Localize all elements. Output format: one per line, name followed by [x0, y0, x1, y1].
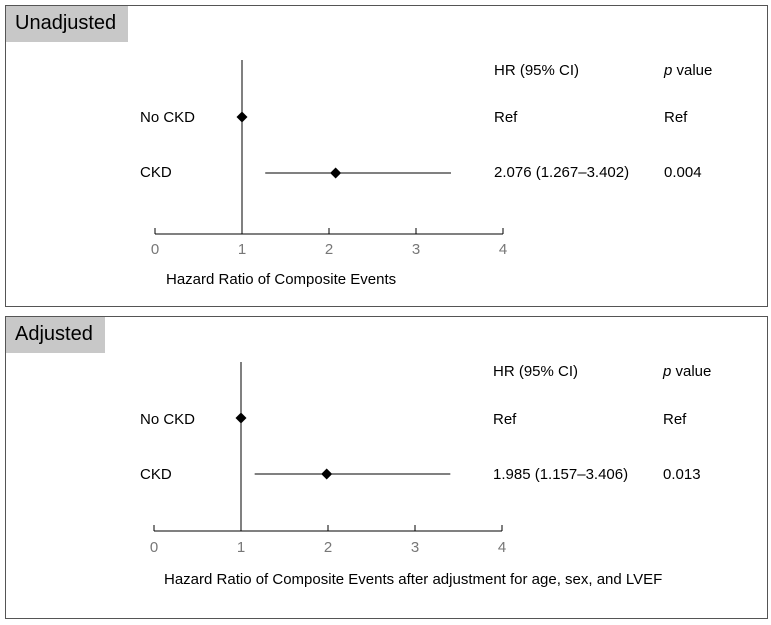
- adjusted-panel: 0 1 2 3 4 No CKD CKD HR (95% CI) p value Ref…: [5, 316, 768, 619]
- p-value-header-rest: value: [672, 62, 712, 79]
- x-tick-label: 4: [499, 241, 507, 258]
- p-text-ckd: 0.013: [663, 466, 701, 483]
- x-axis-label: Hazard Ratio of Composite Events after a…: [164, 571, 662, 588]
- p-text-no-ckd: Ref: [663, 411, 687, 428]
- adjusted-forest-plot: 0 1 2 3 4 No CKD CKD HR (95% CI) p value Ref…: [140, 362, 711, 588]
- hr-point-marker: [235, 412, 247, 424]
- hr-text-no-ckd: Ref: [494, 109, 518, 126]
- unadjusted-panel: 0 1 2 3 4 No CKD CKD HR (95% CI) p value Ref…: [5, 5, 768, 307]
- p-text-ckd: 0.004: [664, 164, 702, 181]
- p-value-header-italic: p: [663, 62, 672, 79]
- hr-text-no-ckd: Ref: [493, 411, 517, 428]
- hr-header: HR (95% CI): [494, 62, 579, 79]
- panel-label: Adjusted: [6, 317, 105, 353]
- hr-point-marker: [321, 468, 333, 480]
- row-label-no-ckd: No CKD: [140, 411, 195, 428]
- row-label-ckd: CKD: [140, 164, 172, 181]
- panel-label: Unadjusted: [6, 6, 129, 42]
- p-value-header: p value: [662, 363, 711, 380]
- row-label-ckd: CKD: [140, 466, 172, 483]
- forest-marks: [236, 111, 451, 179]
- hr-point-marker: [236, 111, 248, 123]
- p-value-header-rest: value: [671, 363, 711, 380]
- hr-point-marker: [330, 167, 342, 179]
- x-tick-label: 1: [238, 241, 246, 258]
- p-value-header-italic: p: [662, 363, 671, 380]
- x-axis-ticks: 0 1 2 3 4: [150, 525, 506, 556]
- unadjusted-forest-plot: 0 1 2 3 4 No CKD CKD HR (95% CI) p value Ref…: [140, 60, 712, 288]
- hr-text-ckd: 1.985 (1.157–3.406): [493, 466, 628, 483]
- x-tick-label: 0: [150, 539, 158, 556]
- x-tick-label: 2: [325, 241, 333, 258]
- hr-text-ckd: 2.076 (1.267–3.402): [494, 164, 629, 181]
- p-value-header: p value: [663, 62, 712, 79]
- p-text-no-ckd: Ref: [664, 109, 688, 126]
- x-axis-ticks: 0 1 2 3 4: [151, 228, 507, 258]
- x-axis-label: Hazard Ratio of Composite Events: [166, 271, 396, 288]
- x-tick-label: 2: [324, 539, 332, 556]
- x-tick-label: 4: [498, 539, 506, 556]
- forest-marks: [235, 412, 451, 480]
- x-tick-label: 3: [412, 241, 420, 258]
- x-tick-label: 1: [237, 539, 245, 556]
- row-label-no-ckd: No CKD: [140, 109, 195, 126]
- hr-header: HR (95% CI): [493, 363, 578, 380]
- x-tick-label: 3: [411, 539, 419, 556]
- x-tick-label: 0: [151, 241, 159, 258]
